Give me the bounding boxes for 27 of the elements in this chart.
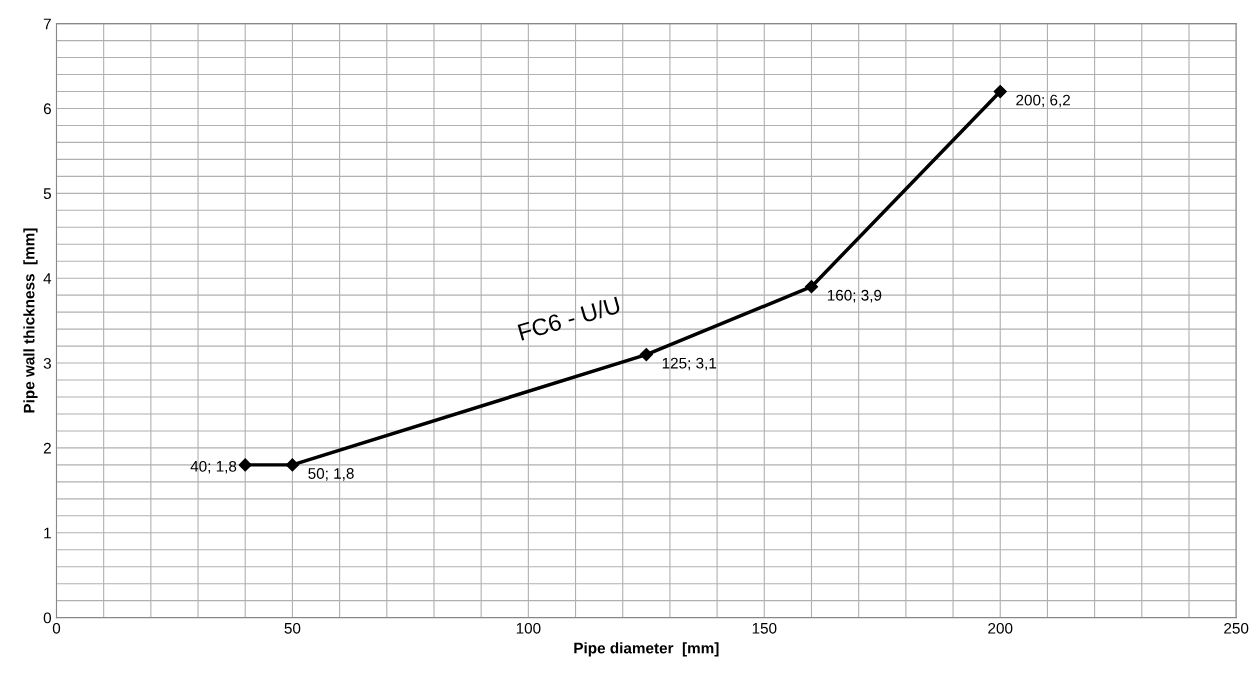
data-label: 40; 1,8 — [190, 460, 237, 474]
y-tick-label: 6 — [43, 103, 51, 115]
point — [804, 280, 819, 294]
y-tick-label: 2 — [43, 442, 51, 454]
data-label: 50; 1,8 — [308, 468, 354, 481]
x-tick-label: 100 — [516, 622, 541, 634]
x-tick-label: 200 — [988, 622, 1013, 634]
x-tick-label: 250 — [1224, 622, 1249, 634]
x-axis-title: Pipe diameter [mm] — [574, 642, 719, 657]
y-tick-label: 0 — [43, 612, 52, 624]
point — [238, 458, 252, 472]
data-label: 160; 3,9 — [827, 289, 882, 303]
y-tick-label: 4 — [43, 273, 52, 284]
y-tick-label: 3 — [43, 357, 51, 369]
annotation: FC6 - U/U — [517, 295, 621, 341]
y-tick-label: 7 — [43, 18, 51, 30]
x-tick-label: 0 — [52, 622, 61, 634]
y-axis-title: Pipe wall thickness [mm] — [23, 228, 38, 413]
y-tick-label: 1 — [44, 527, 51, 539]
point — [285, 458, 300, 472]
data-label: 200; 6,2 — [1016, 94, 1070, 108]
x-tick-label: 150 — [752, 622, 777, 634]
y-tick-label: 5 — [43, 188, 51, 200]
point — [993, 84, 1007, 99]
data-label: 125; 3,1 — [662, 357, 717, 371]
x-tick-label: 50 — [284, 622, 301, 634]
point — [639, 347, 653, 362]
